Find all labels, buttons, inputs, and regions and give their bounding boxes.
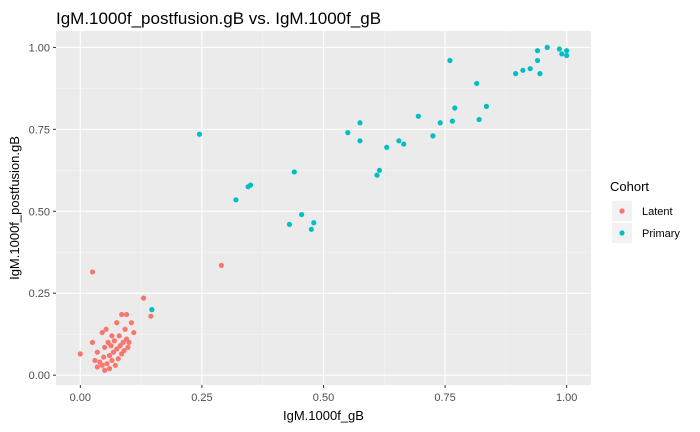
data-point-latent: [94, 349, 100, 355]
data-point-latent: [89, 269, 96, 275]
data-point-latent: [106, 352, 113, 359]
data-point-latent: [102, 367, 108, 373]
y-axis-title: IgM.1000f_postfusion.gB: [7, 136, 22, 280]
data-point-latent: [101, 354, 107, 360]
data-point-primary: [401, 141, 407, 147]
legend-label-primary: Primary: [642, 228, 680, 240]
data-point-latent: [92, 357, 98, 364]
data-point-latent: [112, 362, 118, 368]
x-tick-label: 0.00: [70, 392, 91, 404]
data-point-latent: [110, 349, 116, 355]
data-point-primary: [559, 51, 565, 57]
x-tick-label: 0.50: [313, 392, 334, 404]
data-point-primary: [311, 220, 317, 226]
data-point-primary: [534, 48, 541, 54]
data-point-latent: [104, 361, 110, 367]
data-point-latent: [114, 346, 120, 352]
y-tick-label: 0.75: [29, 124, 50, 136]
data-point-latent: [126, 339, 132, 345]
data-point-primary: [513, 71, 519, 77]
data-point-primary: [196, 131, 203, 137]
data-point-latent: [99, 362, 105, 368]
axis-ticks: 0.00 0.25 0.50 0.75 1.00 0.00 0.25 0.50 0.75 1.00: [29, 42, 578, 404]
data-point-primary: [374, 172, 380, 178]
data-point-latent: [140, 295, 147, 301]
x-tick-label: 0.75: [434, 392, 455, 404]
data-point-primary: [483, 103, 490, 109]
data-point-latent: [218, 262, 224, 268]
data-point-latent: [119, 311, 125, 318]
data-point-latent: [116, 333, 122, 339]
data-point-latent: [120, 339, 126, 345]
data-point-latent: [123, 311, 130, 318]
data-point-latent: [108, 343, 114, 349]
y-tick-label: 0.00: [29, 370, 50, 382]
data-point-primary: [286, 221, 293, 227]
data-point-primary: [430, 133, 436, 139]
data-point-primary: [299, 211, 305, 218]
data-point-primary: [233, 197, 239, 203]
data-point-primary: [437, 120, 443, 126]
data-point-primary: [520, 67, 526, 73]
data-point-primary: [415, 113, 421, 119]
data-point-latent: [115, 356, 121, 362]
x-tick-label: 1.00: [556, 392, 577, 404]
data-point-primary: [345, 130, 351, 136]
data-point-latent: [148, 313, 154, 319]
data-point-latent: [114, 320, 120, 326]
data-point-primary: [149, 307, 155, 313]
legend: Cohort Latent Primary: [610, 179, 680, 243]
y-tick-label: 0.50: [29, 206, 50, 218]
x-tick-label: 0.25: [191, 392, 212, 404]
x-axis-title: IgM.1000f_gB: [283, 408, 364, 423]
data-point-latent: [111, 338, 117, 344]
data-point-primary: [534, 57, 541, 64]
data-point-primary: [452, 105, 458, 111]
data-point-primary: [247, 182, 254, 188]
data-point-latent: [103, 326, 109, 332]
data-point-primary: [556, 46, 562, 52]
legend-title: Cohort: [610, 179, 649, 194]
data-point-primary: [476, 116, 482, 123]
y-tick-label: 1.00: [29, 42, 50, 54]
data-point-latent: [94, 364, 100, 370]
data-point-primary: [564, 48, 570, 54]
data-point-primary: [357, 120, 363, 126]
data-point-primary: [357, 138, 363, 144]
data-point-primary: [447, 57, 453, 64]
data-point-primary: [449, 118, 455, 124]
legend-marker-primary: [619, 230, 625, 236]
data-point-latent: [122, 326, 128, 332]
data-point-primary: [544, 44, 550, 50]
legend-marker-latent: [619, 208, 625, 214]
data-point-latent: [125, 344, 131, 350]
data-point-latent: [109, 357, 115, 364]
data-point-latent: [121, 347, 127, 354]
y-tick-label: 0.25: [29, 288, 50, 300]
legend-label-latent: Latent: [642, 206, 673, 218]
data-point-primary: [376, 167, 383, 173]
data-point-primary: [474, 80, 480, 87]
data-point-latent: [99, 329, 105, 336]
data-point-primary: [564, 52, 570, 59]
chart-title: IgM.1000f_postfusion.gB vs. IgM.1000f_gB: [56, 9, 381, 28]
data-point-primary: [384, 144, 390, 150]
data-point-latent: [102, 344, 108, 350]
data-point-primary: [396, 138, 402, 144]
data-points: [77, 44, 570, 373]
data-point-latent: [106, 366, 113, 372]
data-point-primary: [291, 169, 297, 175]
data-point-latent: [89, 339, 96, 345]
grid-lines: [56, 31, 591, 385]
data-point-latent: [109, 333, 115, 339]
data-point-latent: [128, 320, 134, 326]
data-point-primary: [537, 71, 543, 77]
data-point-latent: [77, 351, 83, 357]
data-point-primary: [308, 226, 314, 232]
data-point-latent: [131, 329, 137, 336]
data-point-primary: [527, 66, 533, 72]
